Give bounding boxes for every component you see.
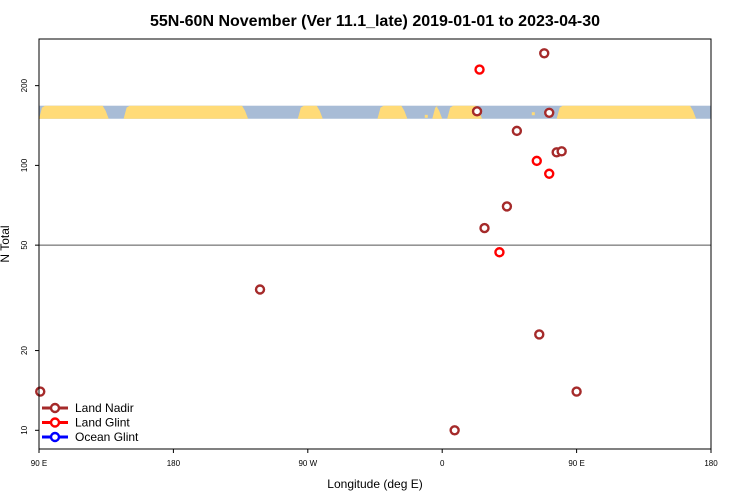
point-land-nadir bbox=[35, 386, 46, 397]
map-island-3 bbox=[591, 110, 595, 114]
legend-marker-land-nadir bbox=[49, 402, 61, 414]
point-land-nadir bbox=[471, 106, 483, 117]
map-land-2 bbox=[297, 105, 323, 119]
point-land-glint bbox=[544, 168, 555, 179]
point-land-nadir bbox=[571, 386, 582, 397]
map-strip bbox=[39, 105, 711, 119]
data-points bbox=[35, 48, 582, 436]
y-tick-label: 100 bbox=[20, 158, 29, 172]
point-land-glint bbox=[474, 64, 485, 75]
y-axis-label: N Total bbox=[0, 225, 12, 262]
point-land-nadir bbox=[539, 48, 550, 59]
point-land-nadir bbox=[511, 125, 523, 137]
point-land-nadir bbox=[254, 284, 266, 295]
x-tick-label: 90 W bbox=[298, 459, 317, 468]
legend-label-ocean-glint: Ocean Glint bbox=[75, 430, 139, 444]
legend-label-land-nadir: Land Nadir bbox=[75, 401, 134, 415]
map-land-6 bbox=[556, 105, 697, 119]
y-tick-label: 50 bbox=[20, 240, 29, 249]
legend-marker-land-glint bbox=[49, 417, 61, 428]
map-island-0 bbox=[88, 113, 92, 117]
y-tick-label: 20 bbox=[20, 346, 29, 355]
point-land-nadir bbox=[556, 146, 567, 157]
x-tick-label: 180 bbox=[167, 459, 181, 468]
point-land-nadir bbox=[544, 107, 555, 118]
map-land-3 bbox=[377, 105, 408, 119]
map-island-2 bbox=[531, 112, 535, 116]
x-tick-label: 0 bbox=[440, 459, 445, 468]
point-land-nadir bbox=[501, 201, 513, 212]
point-land-nadir bbox=[449, 425, 460, 436]
x-tick-label: 180 bbox=[704, 459, 718, 468]
map-land-0 bbox=[39, 105, 109, 119]
point-land-nadir bbox=[534, 329, 545, 340]
axes: 90 E 180 90 W 0 90 E 180 10 20 50 100 200 bbox=[20, 78, 718, 468]
chart-title: 55N-60N November (Ver 11.1_late) 2019-01… bbox=[150, 13, 600, 30]
point-land-nadir bbox=[479, 222, 490, 234]
x-tick-label: 90 E bbox=[568, 459, 584, 468]
map-land-1 bbox=[123, 105, 249, 119]
x-axis-label: Longitude (deg E) bbox=[327, 477, 422, 491]
y-tick-label: 10 bbox=[20, 425, 29, 434]
x-tick-label: 90 E bbox=[31, 459, 47, 468]
map-island-1 bbox=[424, 114, 428, 118]
legend-marker-ocean-glint bbox=[49, 431, 61, 443]
point-land-glint bbox=[494, 247, 505, 258]
map-land-4 bbox=[432, 105, 443, 119]
point-land-glint bbox=[531, 155, 542, 167]
plot-frame bbox=[38, 38, 712, 450]
legend-label-land-glint: Land Glint bbox=[75, 416, 130, 430]
y-tick-label: 200 bbox=[20, 78, 29, 92]
